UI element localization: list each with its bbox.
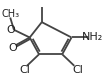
Text: CH₃: CH₃ (1, 10, 19, 20)
Text: O: O (9, 43, 17, 53)
Text: Cl: Cl (73, 65, 83, 75)
Text: O: O (7, 25, 16, 35)
Text: NH₂: NH₂ (82, 32, 104, 42)
Text: Cl: Cl (20, 65, 31, 75)
